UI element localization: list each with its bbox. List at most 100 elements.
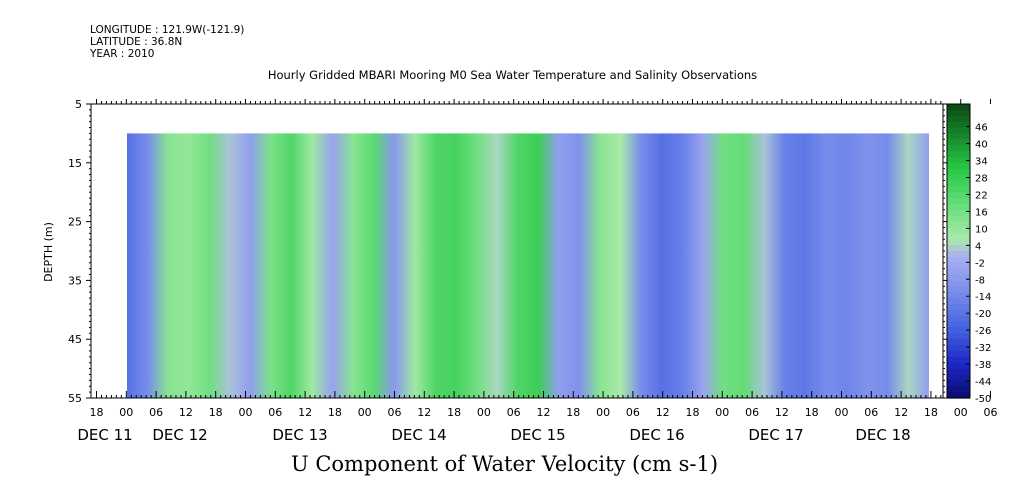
- longitude-label: LONGITUDE : 121.9W(-121.9): [90, 24, 245, 36]
- x-hour-label: 00: [715, 406, 729, 419]
- y-tick-label: 35: [68, 274, 82, 287]
- colorbar-swatch: [947, 156, 970, 164]
- colorbar-swatch: [947, 168, 970, 176]
- year-label: YEAR : 2010: [90, 48, 155, 60]
- colorbar-swatch: [947, 280, 970, 287]
- y-tick-label: 25: [68, 216, 82, 229]
- colorbar-swatch: [947, 368, 970, 376]
- x-hour-label: 00: [358, 406, 372, 419]
- colorbar-swatch: [947, 380, 970, 387]
- colorbar-swatch: [947, 151, 970, 158]
- x-hour-label: 12: [894, 406, 908, 419]
- x-date-label: DEC 12: [152, 426, 207, 444]
- colorbar-label: 16: [975, 207, 988, 218]
- x-date-label: DEC 16: [629, 426, 684, 444]
- colorbar-swatch: [947, 145, 970, 152]
- colorbar-swatch: [947, 133, 970, 140]
- y-tick-label: 45: [68, 333, 82, 346]
- colorbar-swatch: [947, 392, 970, 399]
- colorbar-swatch: [947, 174, 970, 182]
- colorbar-label: -26: [975, 326, 991, 337]
- x-date-label: DEC 15: [510, 426, 565, 444]
- x-hour-label: 12: [179, 406, 193, 419]
- x-hour-label: 06: [626, 406, 640, 419]
- colorbar-label: 4: [975, 241, 981, 252]
- colorbar-swatch: [947, 209, 970, 217]
- x-hour-label: 06: [149, 406, 163, 419]
- colorbar-swatch: [947, 374, 970, 381]
- chart-title-wrap: Hourly Gridded MBARI Mooring M0 Sea Wate…: [0, 68, 1009, 82]
- x-axis: 18 00 06 12 18 00 06 12 18 00 06 12 18 00 06 12 18 00 06 12…: [77, 99, 998, 444]
- colorbar-label: -14: [975, 292, 991, 303]
- x-hour-label: 06: [745, 406, 759, 419]
- x-hour-label: 00: [239, 406, 253, 419]
- colorbar-swatch: [947, 256, 970, 264]
- x-hour-label: 18: [209, 406, 223, 419]
- colorbar-swatch: [947, 315, 970, 323]
- x-hour-label: 12: [656, 406, 670, 419]
- metadata-block: LONGITUDE : 121.9W(-121.9) LATITUDE : 36…: [90, 24, 244, 60]
- y-tick-label: 15: [68, 157, 82, 170]
- colorbar-swatch: [947, 274, 970, 281]
- x-date-label: DEC 11: [77, 426, 132, 444]
- x-date-label: DEC 17: [748, 426, 803, 444]
- colorbar-swatch: [947, 180, 970, 187]
- colorbar-label: -38: [975, 360, 991, 371]
- x-date-label: DEC 14: [391, 426, 446, 444]
- x-hour-label: 18: [924, 406, 938, 419]
- colorbar-label: 46: [975, 123, 988, 134]
- colorbar-label: -20: [975, 309, 991, 320]
- variable-title: U Component of Water Velocity (cm s-1): [290, 452, 719, 476]
- colorbar: 46 40 34 28 22 16 10 4 -2 -8 -14 -20 -26 -32 -38 -44 -50: [946, 103, 991, 405]
- colorbar-label: -2: [975, 258, 985, 269]
- colorbar-swatch: [947, 333, 970, 340]
- colorbar-swatch: [947, 115, 970, 123]
- colorbar-swatch: [947, 321, 970, 329]
- colorbar-swatch: [947, 186, 970, 193]
- colorbar-swatch: [947, 109, 970, 117]
- x-hour-label: 12: [298, 406, 312, 419]
- chart-title: Hourly Gridded MBARI Mooring M0 Sea Wate…: [267, 68, 758, 82]
- x-date-label: DEC 13: [272, 426, 327, 444]
- colorbar-swatch: [947, 268, 970, 276]
- x-hour-label: 06: [984, 406, 998, 419]
- colorbar-swatch: [947, 350, 970, 358]
- colorbar-label: 34: [975, 157, 988, 168]
- x-hour-label: 12: [537, 406, 551, 419]
- x-hour-label: 18: [90, 406, 104, 419]
- colorbar-swatch: [947, 127, 970, 134]
- y-tick-label: 55: [68, 392, 82, 405]
- x-date-label: DEC 18: [855, 426, 910, 444]
- colorbar-label: -8: [975, 275, 985, 286]
- colorbar-swatch: [947, 339, 970, 346]
- x-hour-label: 00: [596, 406, 610, 419]
- latitude-label: LATITUDE : 36.8N: [90, 36, 183, 48]
- colorbar-label: 10: [975, 224, 988, 235]
- colorbar-swatch: [947, 162, 970, 170]
- x-hour-label: 06: [507, 406, 521, 419]
- colorbar-swatch: [947, 286, 970, 293]
- colorbar-swatch: [947, 262, 970, 270]
- colorbar-swatch: [947, 203, 970, 211]
- colorbar-label: 28: [975, 174, 988, 185]
- colorbar-label: -32: [975, 343, 991, 354]
- x-hour-label: 12: [417, 406, 431, 419]
- x-hour-label: 06: [864, 406, 878, 419]
- y-axis: 5 15 25 35 45 55: [68, 98, 948, 405]
- x-hour-label: 18: [686, 406, 700, 419]
- heatmap-field: [127, 133, 929, 398]
- colorbar-swatch: [947, 245, 970, 252]
- x-hour-label: 18: [447, 406, 461, 419]
- colorbar-swatch: [947, 386, 970, 393]
- colorbar-swatch: [947, 345, 970, 352]
- x-hour-label: 06: [388, 406, 402, 419]
- colorbar-label: -50: [975, 394, 991, 405]
- x-hour-label: 00: [954, 406, 968, 419]
- colorbar-swatch: [947, 121, 970, 129]
- x-hour-label: 00: [119, 406, 133, 419]
- colorbar-swatch: [947, 303, 970, 311]
- colorbar-swatch: [947, 292, 970, 299]
- colorbar-swatch: [947, 227, 970, 234]
- x-hour-label: 18: [805, 406, 819, 419]
